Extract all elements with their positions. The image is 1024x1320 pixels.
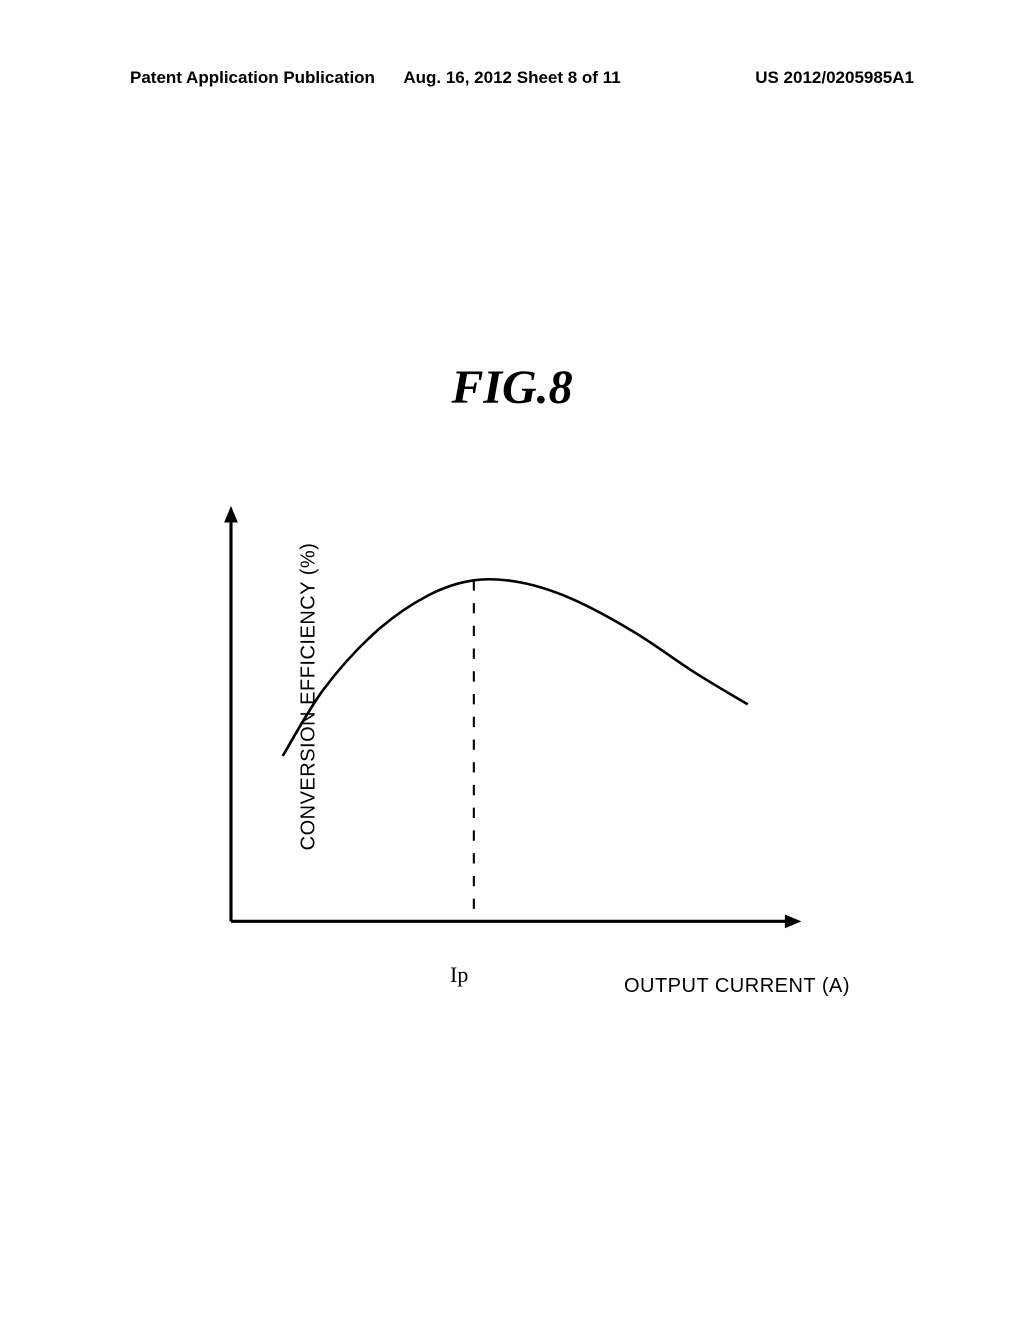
- header-center: Aug. 16, 2012 Sheet 8 of 11: [403, 68, 620, 88]
- y-axis-label: CONVERSION EFFICIENCY (%): [297, 543, 320, 851]
- efficiency-chart: CONVERSION EFFICIENCY (%) OUTPUT CURRENT…: [200, 490, 820, 960]
- marker-label: Ip: [450, 962, 468, 988]
- x-axis-label: OUTPUT CURRENT (A): [624, 975, 850, 998]
- header-right: US 2012/0205985A1: [755, 68, 914, 88]
- chart-svg: [200, 490, 820, 960]
- header-left: Patent Application Publication: [130, 68, 375, 88]
- page-header: Patent Application Publication Aug. 16, …: [0, 68, 1024, 88]
- figure-title: FIG.8: [451, 360, 572, 415]
